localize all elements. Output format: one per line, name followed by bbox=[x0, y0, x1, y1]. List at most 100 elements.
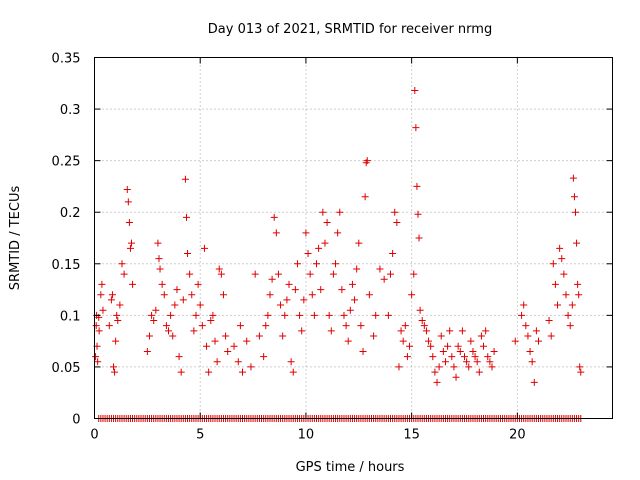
data-point bbox=[179, 296, 187, 304]
data-point bbox=[573, 239, 581, 247]
data-point bbox=[167, 311, 175, 319]
data-point bbox=[551, 280, 559, 288]
data-point bbox=[125, 219, 133, 227]
data-point bbox=[480, 342, 488, 350]
data-point bbox=[203, 342, 211, 350]
data-point bbox=[200, 244, 208, 252]
data-point bbox=[376, 265, 384, 273]
data-point bbox=[114, 317, 122, 325]
data-point bbox=[439, 347, 447, 355]
data-point bbox=[293, 260, 301, 268]
data-point bbox=[173, 286, 181, 294]
data-point bbox=[283, 296, 291, 304]
data-point bbox=[243, 337, 251, 345]
data-point bbox=[126, 244, 134, 252]
data-point bbox=[188, 291, 196, 299]
data-point bbox=[403, 353, 411, 361]
y-axis-label: SRMTID / TECUs bbox=[8, 186, 23, 291]
data-point bbox=[260, 353, 268, 361]
data-point bbox=[317, 286, 325, 294]
y-axis-ticks: 0 0.05 0.1 0.15 0.2 0.25 0.3 0.35 bbox=[52, 52, 613, 428]
data-point bbox=[105, 322, 113, 330]
data-point bbox=[450, 363, 458, 371]
data-point bbox=[152, 306, 160, 314]
data-point bbox=[198, 322, 206, 330]
data-point bbox=[300, 296, 308, 304]
data-point bbox=[186, 270, 194, 278]
data-point bbox=[554, 301, 562, 309]
data-point bbox=[274, 270, 282, 278]
data-point bbox=[463, 358, 471, 366]
data-point bbox=[99, 306, 107, 314]
data-point bbox=[420, 322, 428, 330]
data-point bbox=[207, 317, 215, 325]
data-point bbox=[391, 208, 399, 216]
data-point bbox=[410, 270, 418, 278]
data-point bbox=[342, 322, 350, 330]
data-point bbox=[568, 301, 576, 309]
data-point bbox=[359, 347, 367, 355]
data-point bbox=[486, 358, 494, 366]
data-point bbox=[431, 368, 439, 376]
data-point bbox=[209, 311, 217, 319]
data-point bbox=[287, 358, 295, 366]
data-point bbox=[150, 317, 158, 325]
data-point bbox=[395, 363, 403, 371]
data-point bbox=[570, 193, 578, 201]
data-point bbox=[346, 306, 354, 314]
y-tick-label: 0.25 bbox=[52, 155, 81, 170]
data-point bbox=[344, 337, 352, 345]
data-point bbox=[92, 322, 100, 330]
data-point bbox=[154, 239, 162, 247]
data-point bbox=[518, 311, 526, 319]
data-point bbox=[560, 270, 568, 278]
data-point bbox=[128, 239, 135, 247]
data-point bbox=[304, 249, 312, 257]
data-point bbox=[477, 332, 485, 340]
data-point bbox=[530, 378, 538, 386]
data-point bbox=[247, 363, 255, 371]
data-point bbox=[433, 378, 441, 386]
data-point bbox=[414, 210, 422, 218]
data-point bbox=[353, 265, 361, 273]
data-point bbox=[325, 311, 333, 319]
data-point bbox=[384, 311, 392, 319]
data-point bbox=[566, 322, 574, 330]
data-point bbox=[285, 280, 293, 288]
data-point bbox=[411, 87, 419, 95]
data-point bbox=[528, 358, 536, 366]
x-axis-label: GPS time / hours bbox=[296, 460, 405, 475]
data-point bbox=[95, 327, 103, 335]
data-point bbox=[313, 260, 320, 268]
data-point bbox=[272, 229, 280, 237]
y-tick-label: 0.2 bbox=[60, 206, 81, 221]
data-point bbox=[108, 291, 116, 299]
data-point bbox=[98, 280, 106, 288]
y-tick-label: 0 bbox=[72, 413, 80, 428]
data-point bbox=[177, 368, 185, 376]
data-point bbox=[422, 327, 430, 335]
data-point bbox=[332, 260, 340, 268]
data-point bbox=[262, 322, 270, 330]
data-point bbox=[524, 332, 532, 340]
data-point bbox=[465, 363, 473, 371]
data-point bbox=[575, 291, 583, 299]
data-point bbox=[577, 368, 585, 376]
plot-frame bbox=[94, 57, 613, 419]
data-point bbox=[182, 213, 190, 221]
data-point bbox=[397, 327, 405, 335]
data-point bbox=[181, 175, 189, 183]
data-point bbox=[113, 311, 121, 319]
data-point bbox=[562, 291, 570, 299]
data-point bbox=[196, 301, 204, 309]
data-point bbox=[444, 342, 452, 350]
data-point bbox=[310, 311, 318, 319]
data-point bbox=[92, 353, 100, 361]
data-point bbox=[370, 332, 378, 340]
data-point bbox=[511, 337, 519, 345]
data-point bbox=[190, 327, 198, 335]
data-point bbox=[308, 291, 316, 299]
data-point bbox=[298, 327, 306, 335]
data-point bbox=[270, 213, 278, 221]
data-point bbox=[319, 208, 327, 216]
